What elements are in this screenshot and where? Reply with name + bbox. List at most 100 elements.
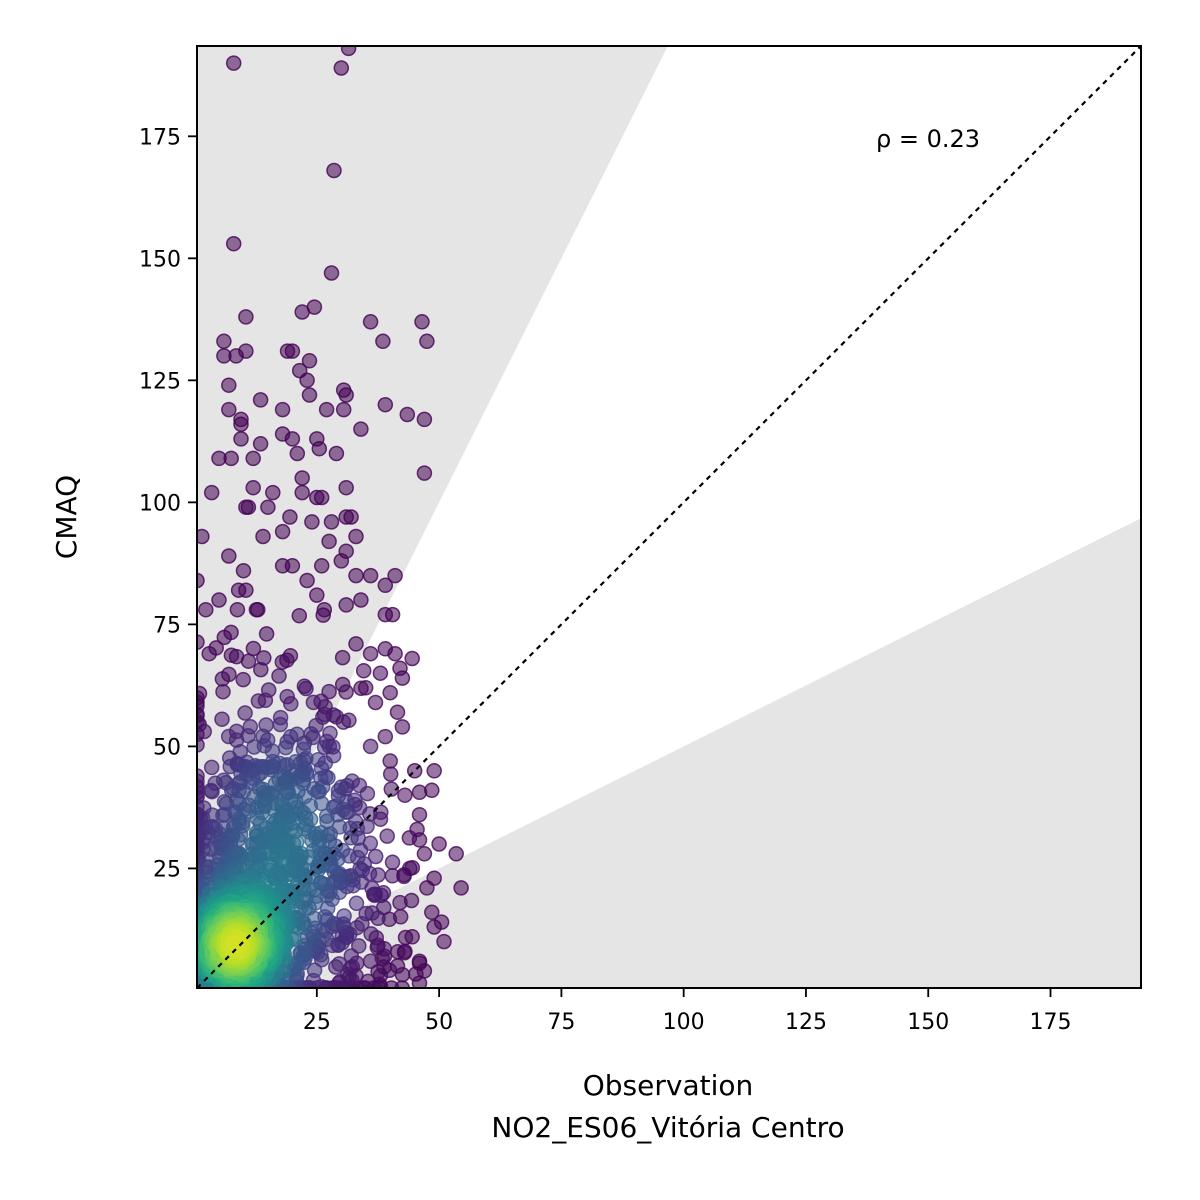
data-point bbox=[221, 401, 237, 418]
data-point bbox=[377, 396, 394, 413]
data-point bbox=[233, 416, 249, 433]
data-point bbox=[315, 607, 331, 623]
data-point bbox=[335, 401, 352, 418]
y-tick-label: 75 bbox=[153, 613, 181, 638]
data-point bbox=[370, 964, 386, 980]
data-point bbox=[272, 716, 289, 733]
data-point bbox=[274, 401, 291, 418]
y-tick-label: 125 bbox=[139, 369, 181, 394]
data-point bbox=[197, 634, 205, 650]
data-point bbox=[372, 665, 389, 681]
data-point bbox=[348, 895, 365, 912]
data-point bbox=[436, 933, 452, 950]
data-point bbox=[198, 601, 214, 618]
data-point bbox=[304, 514, 320, 530]
data-point bbox=[426, 763, 442, 779]
y-tick-label: 50 bbox=[153, 735, 181, 760]
x-tick-label: 150 bbox=[907, 1010, 949, 1035]
data-point bbox=[401, 830, 418, 846]
plot-frame bbox=[196, 45, 1142, 989]
data-point bbox=[216, 629, 233, 646]
data-point bbox=[228, 348, 244, 364]
shaded-region-under bbox=[197, 518, 1141, 988]
data-point bbox=[353, 421, 369, 437]
data-point bbox=[225, 55, 242, 71]
data-point bbox=[257, 692, 274, 709]
data-point bbox=[260, 499, 276, 515]
data-point bbox=[294, 484, 310, 501]
data-point bbox=[232, 826, 249, 843]
y-tick-label: 175 bbox=[139, 125, 181, 150]
data-point bbox=[235, 671, 251, 688]
data-point bbox=[221, 377, 237, 393]
data-point bbox=[238, 582, 254, 598]
data-point bbox=[203, 759, 220, 776]
data-point bbox=[255, 528, 271, 545]
data-point bbox=[197, 723, 212, 740]
data-point bbox=[419, 880, 435, 896]
data-point bbox=[390, 944, 406, 960]
data-point bbox=[382, 766, 399, 782]
data-point bbox=[271, 668, 287, 684]
data-point bbox=[394, 670, 411, 686]
data-point bbox=[204, 783, 220, 800]
data-point bbox=[343, 948, 360, 964]
data-point bbox=[416, 411, 433, 428]
data-point bbox=[338, 479, 354, 496]
data-point bbox=[348, 528, 364, 545]
data-points bbox=[197, 46, 469, 988]
data-point bbox=[237, 705, 253, 721]
y-tick-label: 25 bbox=[153, 857, 181, 882]
data-point bbox=[397, 929, 414, 946]
data-point bbox=[338, 387, 354, 403]
data-point bbox=[392, 894, 408, 911]
data-point bbox=[338, 684, 354, 700]
data-point bbox=[197, 528, 210, 545]
data-point bbox=[377, 577, 394, 594]
data-point bbox=[250, 601, 266, 618]
data-point bbox=[326, 162, 342, 179]
data-point bbox=[284, 431, 301, 447]
data-point bbox=[375, 333, 391, 350]
data-point bbox=[362, 738, 379, 755]
data-point bbox=[353, 680, 369, 697]
data-point bbox=[384, 854, 401, 871]
x-tick-label: 175 bbox=[1030, 1010, 1072, 1035]
data-point bbox=[377, 728, 394, 745]
data-point bbox=[411, 953, 428, 969]
data-point bbox=[279, 343, 296, 359]
x-tick-label: 100 bbox=[663, 1010, 705, 1035]
data-point bbox=[306, 962, 323, 979]
data-point bbox=[298, 680, 314, 697]
data-point bbox=[274, 523, 291, 540]
data-point bbox=[214, 711, 230, 727]
data-point bbox=[215, 683, 231, 700]
data-point bbox=[223, 450, 239, 467]
data-point bbox=[252, 436, 269, 452]
data-point bbox=[233, 431, 249, 447]
x-tick-label: 25 bbox=[303, 1010, 331, 1035]
data-point bbox=[309, 489, 325, 506]
data-point bbox=[245, 479, 261, 496]
data-point bbox=[377, 606, 394, 623]
data-point bbox=[309, 587, 325, 603]
y-axis-ticks: 25 50 75 100 125 150 175 bbox=[139, 125, 197, 882]
shaded-regions bbox=[197, 46, 1141, 988]
data-point bbox=[240, 499, 257, 515]
data-point bbox=[448, 846, 464, 862]
data-point bbox=[389, 704, 406, 720]
data-point bbox=[221, 666, 237, 683]
data-point bbox=[404, 650, 420, 667]
data-point bbox=[353, 592, 369, 608]
data-point bbox=[363, 926, 379, 942]
data-point bbox=[411, 806, 428, 823]
y-axis-label: CMAQ bbox=[50, 475, 83, 559]
data-point bbox=[208, 640, 224, 656]
data-point bbox=[362, 645, 379, 662]
identity-line bbox=[197, 46, 1141, 988]
data-point bbox=[362, 567, 379, 584]
data-point bbox=[311, 440, 328, 457]
identity-line-layer bbox=[197, 46, 1141, 988]
data-point bbox=[397, 787, 413, 803]
